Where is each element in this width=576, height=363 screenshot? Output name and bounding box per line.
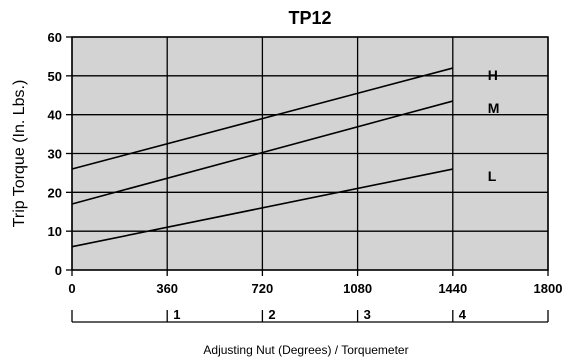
torquemeter-tick-label: 4 (459, 307, 467, 322)
y-tick-label: 20 (48, 185, 62, 200)
x-tick-label: 360 (156, 281, 178, 296)
chart-title: TP12 (288, 8, 331, 28)
y-tick-label: 50 (48, 69, 62, 84)
series-label-m: M (488, 100, 500, 116)
y-tick-label: 0 (55, 263, 62, 278)
series-lines (71, 67, 454, 248)
x-tick-label: 1800 (534, 281, 563, 296)
labels: 0 360 720 1080 1440 1800 0 10 20 30 40 50 60 1 2 3 4 H M L (48, 30, 563, 322)
series-line-h (71, 67, 454, 170)
y-tick-label: 40 (48, 108, 62, 123)
series-line-l (71, 168, 453, 248)
x-axis-label: Adjusting Nut (Degrees) / Torquemeter (203, 343, 408, 357)
x-tick-label: 720 (252, 281, 274, 296)
x-tick-label: 1080 (343, 281, 372, 296)
x-tick-label: 1440 (438, 281, 467, 296)
series-line-m (71, 100, 454, 205)
series-label-h: H (488, 67, 498, 83)
y-axis-label: Trip Torque (In. Lbs.) (11, 80, 28, 228)
torquemeter-tick-label: 2 (268, 307, 275, 322)
y-tick-label: 60 (48, 30, 62, 45)
y-tick-label: 30 (48, 147, 62, 162)
torquemeter-tick-label: 3 (364, 307, 371, 322)
series-label-l: L (488, 168, 497, 184)
x-tick-label: 0 (68, 281, 75, 296)
plot-frame (71, 36, 549, 271)
torquemeter-tick-label: 1 (173, 307, 180, 322)
y-tick-label: 10 (48, 224, 62, 239)
axes (66, 36, 549, 323)
